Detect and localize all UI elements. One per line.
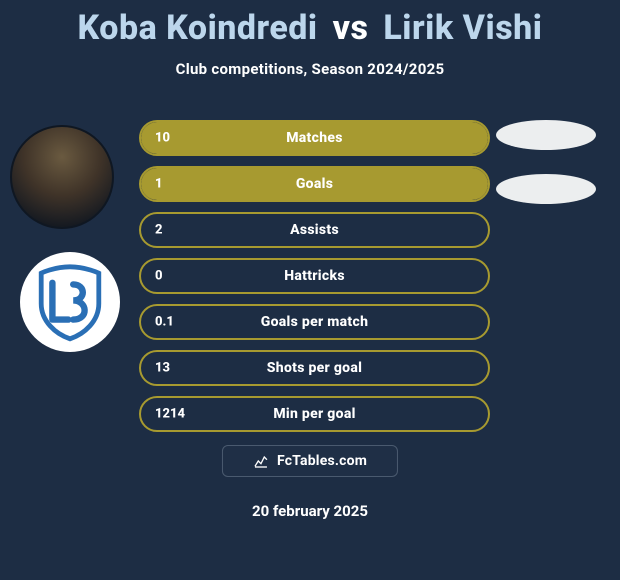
stat-row: 2Assists (139, 212, 490, 248)
stat-row: 0.1Goals per match (139, 304, 490, 340)
stat-row: 10Matches (139, 120, 490, 156)
stat-row: 1214Min per goal (139, 396, 490, 432)
stat-label: Hattricks (141, 268, 488, 284)
stat-label: Goals (141, 176, 488, 192)
site-text: FcTables.com (277, 453, 367, 469)
club-lausanne-badge (20, 252, 120, 352)
stat-row: 0Hattricks (139, 258, 490, 294)
site-badge: FcTables.com (222, 445, 398, 477)
player1-name: Koba Koindredi (78, 8, 318, 48)
stats-list: 10Matches 1Goals 2Assists 0Hattricks 0.1Goal… (139, 120, 490, 442)
subtitle: Club competitions, Season 2024/2025 (0, 60, 620, 78)
player2-placeholder (496, 120, 596, 150)
stat-label: Goals per match (141, 314, 488, 330)
page-title: Koba Koindredi vs Lirik Vishi (0, 0, 620, 48)
stat-row: 1Goals (139, 166, 490, 202)
player1-avatar (10, 125, 114, 229)
vs-text: vs (333, 8, 369, 48)
date-text: 20 february 2025 (0, 502, 620, 520)
player2-placeholder (496, 174, 596, 204)
spark-chart-icon (253, 453, 269, 469)
player2-placeholder-list (492, 120, 600, 228)
stat-label: Shots per goal (141, 360, 488, 376)
club-shield-icon (30, 262, 110, 342)
stat-row: 13Shots per goal (139, 350, 490, 386)
stat-label: Min per goal (141, 406, 488, 422)
stat-label: Assists (141, 222, 488, 238)
player2-name: Lirik Vishi (383, 8, 542, 48)
stat-label: Matches (141, 130, 488, 146)
